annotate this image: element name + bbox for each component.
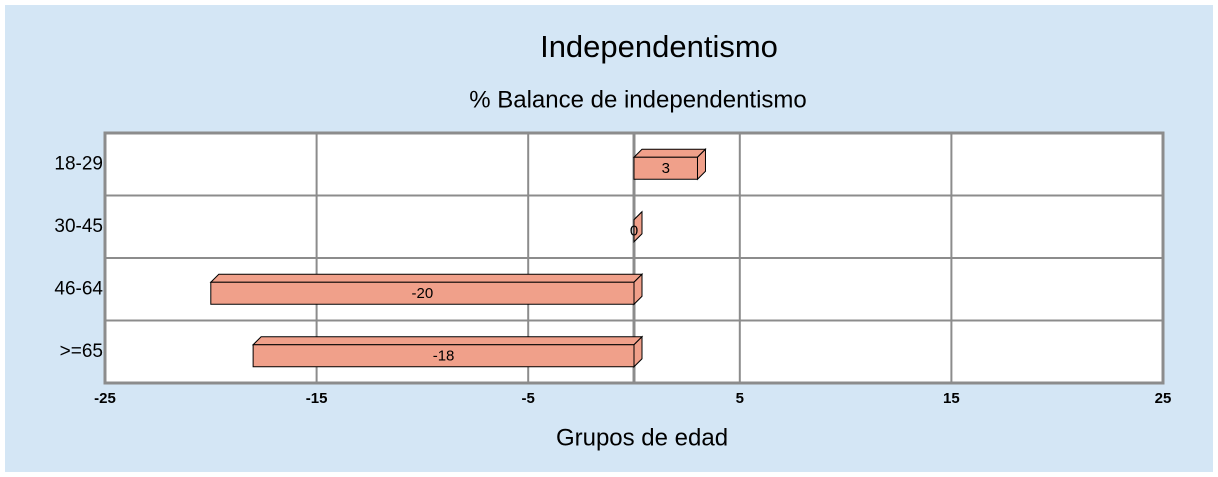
bar-front (633, 156, 698, 180)
y-tick-label: 30-45 (54, 216, 103, 237)
bar-front (252, 344, 635, 368)
bar (632, 148, 707, 181)
value-label: 0 (630, 223, 638, 240)
bar (251, 335, 644, 368)
bar-top (209, 273, 644, 283)
value-label: 3 (662, 160, 670, 177)
bar-top (251, 336, 644, 346)
x-tick-label: 5 (736, 390, 744, 407)
bar-top (632, 148, 707, 158)
value-label: -18 (433, 348, 455, 365)
x-tick-label: 25 (1155, 390, 1172, 407)
bar-side (633, 210, 643, 243)
x-tick-label: -25 (94, 390, 116, 407)
x-tick-label: -5 (522, 390, 535, 407)
chart-title: Independentismo (540, 29, 778, 64)
y-tick-label: >=65 (60, 341, 103, 362)
bar (633, 210, 643, 243)
y-tick-label: 46-64 (54, 278, 103, 299)
bar (209, 273, 644, 306)
bar-front (210, 281, 635, 305)
value-label: -20 (412, 285, 434, 302)
x-tick-label: -15 (306, 390, 328, 407)
y-tick-label: 18-29 (54, 153, 103, 174)
x-axis-label: Grupos de edad (556, 424, 728, 451)
chart-subtitle: % Balance de independentismo (469, 86, 807, 113)
x-tick-label: 15 (943, 390, 960, 407)
